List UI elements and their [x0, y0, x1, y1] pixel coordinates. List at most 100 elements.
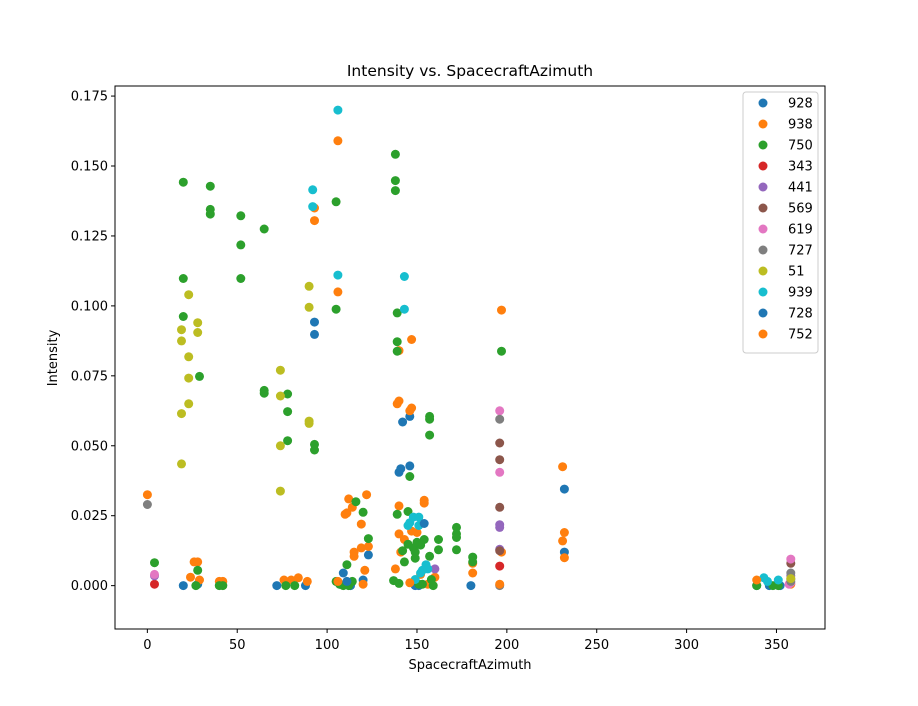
data-point-series-938 — [186, 572, 195, 582]
legend-marker — [758, 266, 768, 276]
data-point-series-750 — [392, 346, 402, 356]
legend-marker — [758, 287, 768, 297]
x-tick-label: 150 — [405, 638, 430, 653]
data-point-series-750 — [390, 176, 400, 186]
data-point-series-938 — [394, 501, 404, 511]
data-point-series-939 — [763, 576, 772, 586]
data-point-series-939 — [414, 512, 424, 522]
y-axis: 0.000 0.025 0.050 0.075 0.100 0.125 0.150 0.175 — [71, 90, 115, 594]
data-point-series-750 — [281, 581, 291, 591]
data-point-series-939 — [399, 304, 409, 314]
legend-marker — [758, 119, 768, 129]
data-point-series-51 — [275, 441, 285, 451]
data-point-series-750 — [398, 546, 408, 556]
data-point-series-928 — [559, 484, 569, 494]
legend-marker — [758, 98, 768, 108]
data-point-series-939 — [333, 270, 343, 280]
data-point-series-928 — [466, 581, 476, 591]
data-point-series-750 — [403, 507, 413, 516]
data-point-series-750 — [358, 507, 368, 517]
data-point-series-938 — [363, 542, 373, 551]
data-point-series-938 — [559, 528, 569, 537]
legend-label: 750 — [788, 139, 813, 154]
legend-marker — [758, 182, 768, 192]
x-axis: 0 50 100 150 200 250 300 350 — [143, 629, 789, 653]
data-point-series-750 — [178, 274, 188, 283]
data-point-series-51 — [177, 325, 186, 335]
data-point-series-938 — [558, 462, 568, 472]
y-tick-label: 0.050 — [71, 439, 108, 454]
data-point-series-750 — [452, 533, 461, 542]
data-point-series-928 — [363, 550, 373, 560]
data-point-series-750 — [419, 535, 429, 544]
data-point-series-750 — [452, 545, 461, 555]
plot-points — [142, 105, 796, 591]
data-point-series-51 — [786, 574, 796, 584]
data-point-series-343 — [495, 561, 505, 571]
data-point-series-938 — [142, 490, 152, 500]
data-point-series-750 — [283, 436, 293, 446]
data-point-series-938 — [407, 335, 417, 344]
data-point-series-750 — [236, 211, 246, 221]
data-point-series-938 — [468, 568, 478, 578]
legend-label: 928 — [788, 97, 813, 112]
data-point-series-938 — [394, 529, 404, 539]
x-tick-label: 300 — [674, 638, 699, 653]
legend-marker — [758, 308, 768, 318]
legend-marker — [758, 161, 768, 171]
data-point-series-750 — [191, 581, 201, 591]
data-point-series-441 — [430, 564, 440, 574]
data-point-series-938 — [390, 564, 400, 574]
data-point-series-750 — [425, 414, 435, 424]
y-tick-label: 0.125 — [71, 229, 108, 244]
data-point-series-750 — [410, 547, 420, 557]
data-point-series-727 — [495, 414, 505, 424]
data-point-series-939 — [333, 105, 343, 115]
data-point-series-750 — [434, 545, 443, 555]
data-point-series-928 — [396, 464, 406, 474]
data-point-series-750 — [417, 579, 427, 589]
legend-marker — [758, 245, 768, 255]
data-point-series-750 — [468, 557, 478, 567]
data-point-series-51 — [193, 318, 203, 328]
x-tick-label: 0 — [143, 638, 151, 653]
plot-frame — [114, 85, 826, 630]
data-point-series-750 — [452, 522, 461, 532]
data-point-series-938 — [310, 216, 319, 226]
data-point-series-938 — [302, 576, 312, 586]
data-point-series-750 — [425, 551, 435, 561]
data-point-series-938 — [412, 528, 422, 537]
data-point-series-752 — [405, 578, 415, 588]
data-point-series-928 — [398, 417, 408, 427]
data-point-series-750 — [425, 430, 435, 440]
data-point-series-938 — [407, 403, 417, 413]
data-point-series-938 — [419, 498, 429, 508]
legend: 928 938 750 343 441 569 619 727 51 939 728 752 — [742, 91, 819, 354]
data-point-series-569 — [495, 455, 505, 465]
data-point-series-51 — [177, 459, 186, 469]
data-point-series-750 — [150, 558, 159, 568]
data-point-series-51 — [275, 391, 285, 401]
data-point-series-938 — [356, 543, 366, 553]
data-point-series-750 — [392, 337, 402, 347]
y-tick-label: 0.100 — [71, 299, 108, 314]
data-point-series-51 — [184, 352, 194, 362]
data-point-series-750 — [428, 581, 438, 591]
data-point-series-938 — [193, 557, 203, 567]
data-point-series-619 — [495, 467, 505, 477]
data-point-series-750 — [290, 581, 300, 591]
legend-marker — [758, 203, 768, 213]
data-point-series-750 — [205, 181, 215, 191]
data-point-series-752 — [333, 576, 343, 586]
data-point-series-569 — [495, 502, 505, 512]
data-point-series-750 — [283, 389, 293, 399]
data-point-series-750 — [236, 240, 246, 250]
legend-label: 728 — [788, 307, 813, 322]
data-point-series-750 — [394, 578, 404, 588]
data-point-series-569 — [495, 546, 505, 556]
data-point-series-728 — [342, 576, 352, 586]
data-point-series-51 — [304, 281, 314, 291]
data-point-series-752 — [358, 579, 368, 589]
x-tick-label: 200 — [494, 638, 519, 653]
